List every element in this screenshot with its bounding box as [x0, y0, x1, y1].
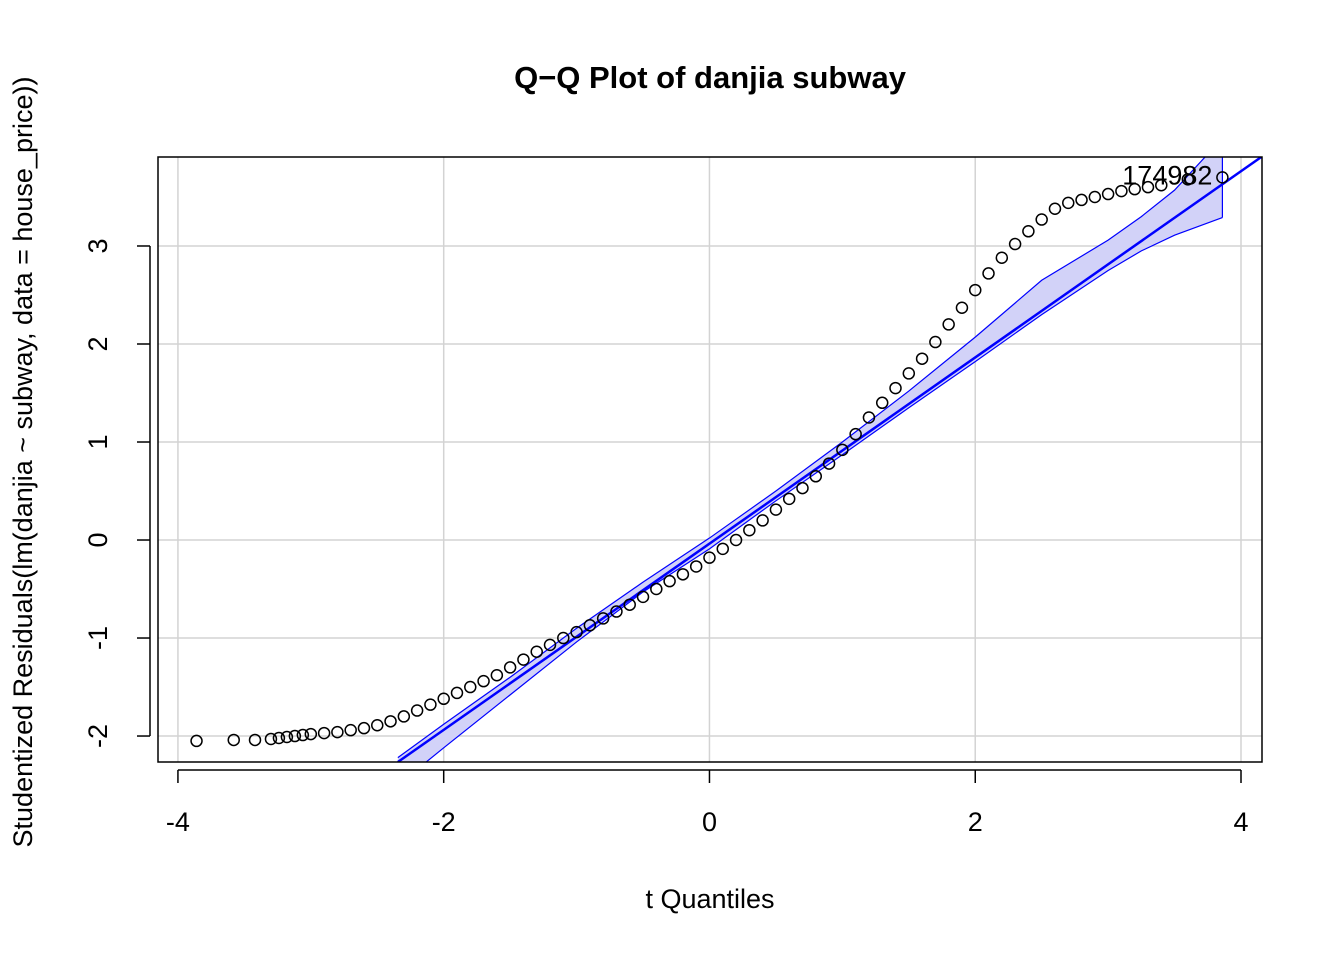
y-tick-label: 0	[83, 532, 113, 547]
point	[304, 727, 318, 741]
point	[703, 551, 716, 564]
point	[650, 582, 663, 596]
x-tick-label: -4	[166, 807, 190, 837]
point	[371, 718, 384, 732]
point	[623, 598, 636, 611]
x-tick-label: 0	[702, 807, 717, 837]
point	[503, 661, 517, 674]
point	[583, 619, 597, 632]
y-tick-label: 3	[83, 238, 113, 253]
point	[490, 669, 504, 682]
point	[822, 457, 836, 470]
point	[729, 533, 743, 547]
band-upper	[397, 157, 1206, 759]
point	[248, 733, 262, 747]
point	[331, 725, 344, 739]
point	[357, 721, 371, 735]
point	[1128, 182, 1141, 196]
point	[929, 335, 942, 349]
point	[596, 612, 610, 625]
plot-frame	[157, 156, 1263, 763]
point	[1115, 184, 1128, 198]
point	[424, 698, 437, 711]
y-tick-label: 1	[83, 434, 113, 449]
point	[410, 704, 424, 717]
point	[769, 503, 783, 516]
point	[636, 590, 650, 604]
point	[663, 574, 676, 588]
point	[875, 396, 889, 410]
point	[450, 686, 464, 700]
point	[530, 645, 543, 658]
axes: -4 -2 0 2 4 -2 -1 0 1 2 3	[83, 238, 1248, 837]
point	[280, 730, 294, 744]
annotation: 174982	[1122, 161, 1212, 191]
point	[190, 734, 203, 748]
point	[464, 680, 477, 694]
point	[1216, 171, 1229, 184]
x-tick-label: -2	[432, 807, 456, 837]
point	[288, 729, 302, 743]
point	[610, 605, 623, 618]
point	[796, 481, 809, 495]
point	[982, 267, 995, 280]
point	[1035, 213, 1048, 226]
point	[227, 733, 240, 747]
y-axis-label: Studentized Residuals(lm(danjia ~ subway…	[8, 77, 38, 848]
point	[543, 638, 557, 652]
chart-title: Q−Q Plot of danjia subway	[514, 60, 907, 95]
point	[397, 710, 411, 723]
point	[1101, 187, 1115, 201]
point	[1008, 237, 1022, 251]
point	[517, 653, 530, 666]
confidence-band	[397, 157, 1223, 762]
point	[344, 723, 357, 737]
plot-area	[190, 157, 1262, 762]
y-tick-label: 2	[83, 336, 113, 351]
point	[902, 367, 916, 380]
point	[1075, 193, 1088, 207]
point	[743, 523, 756, 537]
point	[836, 443, 849, 457]
point	[317, 726, 331, 740]
point	[384, 715, 397, 728]
point	[272, 731, 286, 745]
point	[995, 251, 1009, 265]
point	[477, 674, 490, 688]
point	[296, 728, 310, 742]
point	[1155, 178, 1168, 192]
point	[1141, 180, 1155, 194]
point	[1022, 225, 1035, 238]
point	[849, 427, 862, 441]
point	[1088, 190, 1102, 204]
point	[1048, 202, 1062, 215]
point	[264, 732, 278, 746]
x-axis-label: t Quantiles	[645, 884, 774, 914]
x-tick-label: 4	[1233, 807, 1248, 837]
point	[915, 352, 929, 365]
point	[570, 625, 583, 639]
point	[862, 411, 876, 424]
point	[716, 542, 730, 556]
point	[942, 318, 955, 331]
point	[756, 514, 769, 527]
point	[809, 470, 823, 483]
band-lower	[425, 217, 1223, 762]
y-tick-label: -1	[83, 626, 113, 650]
point	[1062, 196, 1075, 210]
point	[557, 631, 570, 645]
point	[676, 568, 690, 581]
y-tick-label: -2	[83, 724, 113, 748]
point	[955, 301, 969, 314]
point	[889, 381, 902, 395]
x-tick-label: 2	[968, 807, 983, 837]
point	[1181, 173, 1195, 186]
point	[782, 492, 796, 506]
point	[968, 283, 982, 297]
point	[437, 692, 450, 706]
point	[689, 560, 703, 573]
reference-line	[397, 157, 1262, 762]
